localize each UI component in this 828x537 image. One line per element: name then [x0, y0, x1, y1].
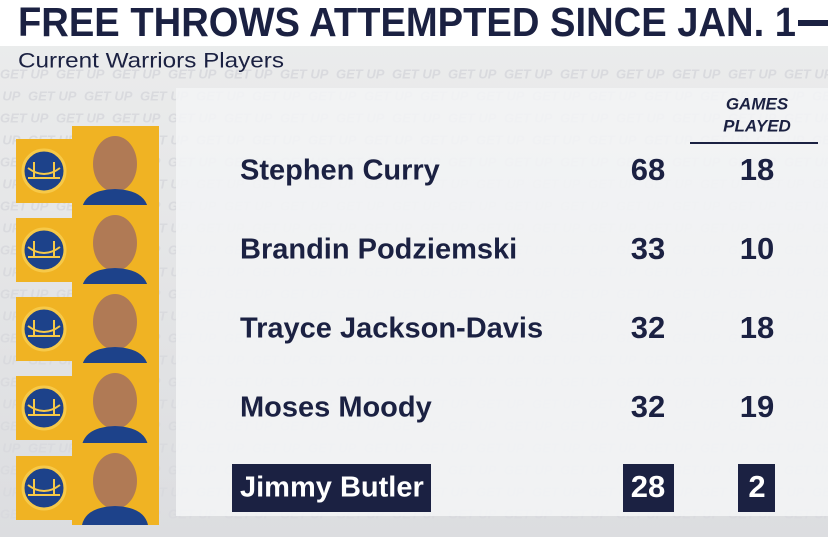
watermark-text: GET UP — [0, 352, 21, 367]
games-played: 2 — [748, 469, 765, 504]
headshot-shoulders — [82, 506, 148, 525]
headshot-face — [93, 215, 137, 271]
team-logo-bridge — [27, 162, 61, 179]
watermark-text: GET UP — [0, 484, 21, 499]
watermark-text: GET UP — [0, 110, 49, 125]
column-header: GAMES — [726, 94, 789, 113]
watermark-text: GET UP — [0, 176, 21, 191]
player-name: Jimmy Butler — [240, 472, 424, 504]
watermark-text: GET UP — [0, 88, 21, 103]
watermark-text: GET UP — [336, 66, 385, 81]
free-throws-attempted: 28 — [631, 469, 665, 504]
watermark-text: GET UP — [504, 66, 553, 81]
player-name: Brandin Podziemski — [240, 234, 517, 266]
watermark-text: GET UP — [0, 396, 21, 411]
watermark-text: GET UP — [56, 110, 105, 125]
highlight-box — [232, 464, 431, 512]
watermark-text: GET UP — [672, 66, 721, 81]
headshot-face — [93, 294, 137, 350]
title-dash — [798, 20, 828, 26]
player-name: Stephen Curry — [240, 155, 440, 187]
free-throws-attempted: 32 — [631, 310, 665, 345]
watermark-text: GET UP — [0, 308, 21, 323]
watermark-text: GET UP — [56, 66, 105, 81]
free-throws-attempted: 32 — [631, 389, 665, 424]
games-played: 18 — [740, 152, 774, 187]
watermark-text: GET UP — [0, 264, 21, 279]
team-logo — [21, 227, 67, 273]
player-name: Trayce Jackson-Davis — [240, 313, 543, 345]
watermark-text: GET UP — [224, 66, 273, 81]
watermark-text: GET UP — [168, 66, 217, 81]
headshot-face — [93, 136, 137, 192]
subtitle: Current Warriors Players — [18, 50, 284, 73]
team-logo-bridge — [27, 320, 61, 337]
team-logo-bridge — [27, 479, 61, 496]
team-logo-bridge — [27, 241, 61, 258]
watermark-text: GET UP — [28, 88, 77, 103]
player-name: Moses Moody — [240, 392, 432, 424]
watermark-text: GET UP — [784, 66, 828, 81]
watermark-text: GET UP — [0, 66, 49, 81]
headshot-face — [93, 453, 137, 509]
title-band — [0, 0, 828, 46]
title: FREE THROWS ATTEMPTED SINCE JAN. 1 — [18, 0, 796, 45]
watermark-text: GET UP — [112, 66, 161, 81]
team-logo — [21, 385, 67, 431]
games-played: 10 — [740, 231, 774, 266]
watermark-text: GET UP — [392, 66, 441, 81]
headshot-shoulders — [82, 426, 148, 445]
watermark-text: GET UP — [0, 132, 21, 147]
headshot-shoulders — [82, 189, 148, 208]
highlight-box — [623, 464, 674, 512]
headshot-shoulders — [82, 268, 148, 287]
free-throws-attempted: 68 — [631, 152, 665, 187]
headshot-shoulders — [82, 347, 148, 366]
headshot-face — [93, 373, 137, 429]
watermark-text: GET UP — [560, 66, 609, 81]
watermark-text: GET UP — [0, 220, 21, 235]
watermark-text: GET UP — [616, 66, 665, 81]
column-header: PLAYED — [723, 116, 791, 135]
free-throws-attempted: 33 — [631, 231, 665, 266]
table-panel — [176, 88, 828, 516]
team-logo — [21, 465, 67, 511]
table-rows: Stephen Curry 68 18 Brandin Podziemski 33 10 T… — [16, 126, 775, 525]
watermark-text: GET UP — [84, 88, 133, 103]
team-logo — [21, 148, 67, 194]
watermark-text: GET UP — [728, 66, 777, 81]
watermark-text: GET UP — [448, 66, 497, 81]
games-played: 19 — [740, 389, 774, 424]
games-played: 18 — [740, 310, 774, 345]
team-logo — [21, 306, 67, 352]
highlight-box — [738, 464, 775, 512]
watermark-text: GET UP — [28, 440, 77, 455]
watermark-text: GET UP — [0, 440, 21, 455]
watermark-text: GET UP — [112, 110, 161, 125]
watermark-text: GET UP — [280, 66, 329, 81]
team-logo-bridge — [27, 399, 61, 416]
